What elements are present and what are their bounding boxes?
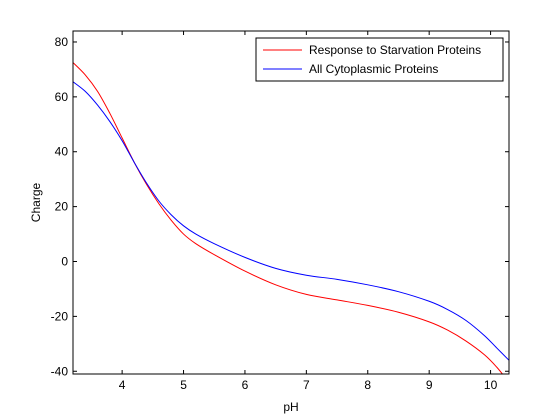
- x-tick-label: 6: [242, 378, 249, 392]
- legend-entry-cytoplasmic: All Cytoplasmic Proteins: [309, 62, 438, 76]
- y-tick-label: 60: [55, 90, 69, 104]
- y-axis-label: Charge: [29, 182, 43, 222]
- x-tick-label: 7: [303, 378, 310, 392]
- y-tick-label: 20: [55, 200, 69, 214]
- y-tick-label: 80: [55, 35, 69, 49]
- y-tick-label: -20: [51, 309, 69, 323]
- y-tick-label: 0: [61, 254, 68, 268]
- y-tick-label: -40: [51, 364, 69, 378]
- plot-area: [73, 31, 509, 374]
- x-tick-label: 4: [119, 378, 126, 392]
- legend: Response to Starvation Proteins All Cyto…: [256, 38, 503, 81]
- y-tick-label: 40: [55, 145, 69, 159]
- x-tick-label: 10: [484, 378, 498, 392]
- legend-entry-starvation: Response to Starvation Proteins: [309, 43, 481, 57]
- x-tick-label: 8: [364, 378, 371, 392]
- x-axis-label: pH: [283, 400, 298, 414]
- x-tick-label: 5: [180, 378, 187, 392]
- x-tick-label: 9: [426, 378, 433, 392]
